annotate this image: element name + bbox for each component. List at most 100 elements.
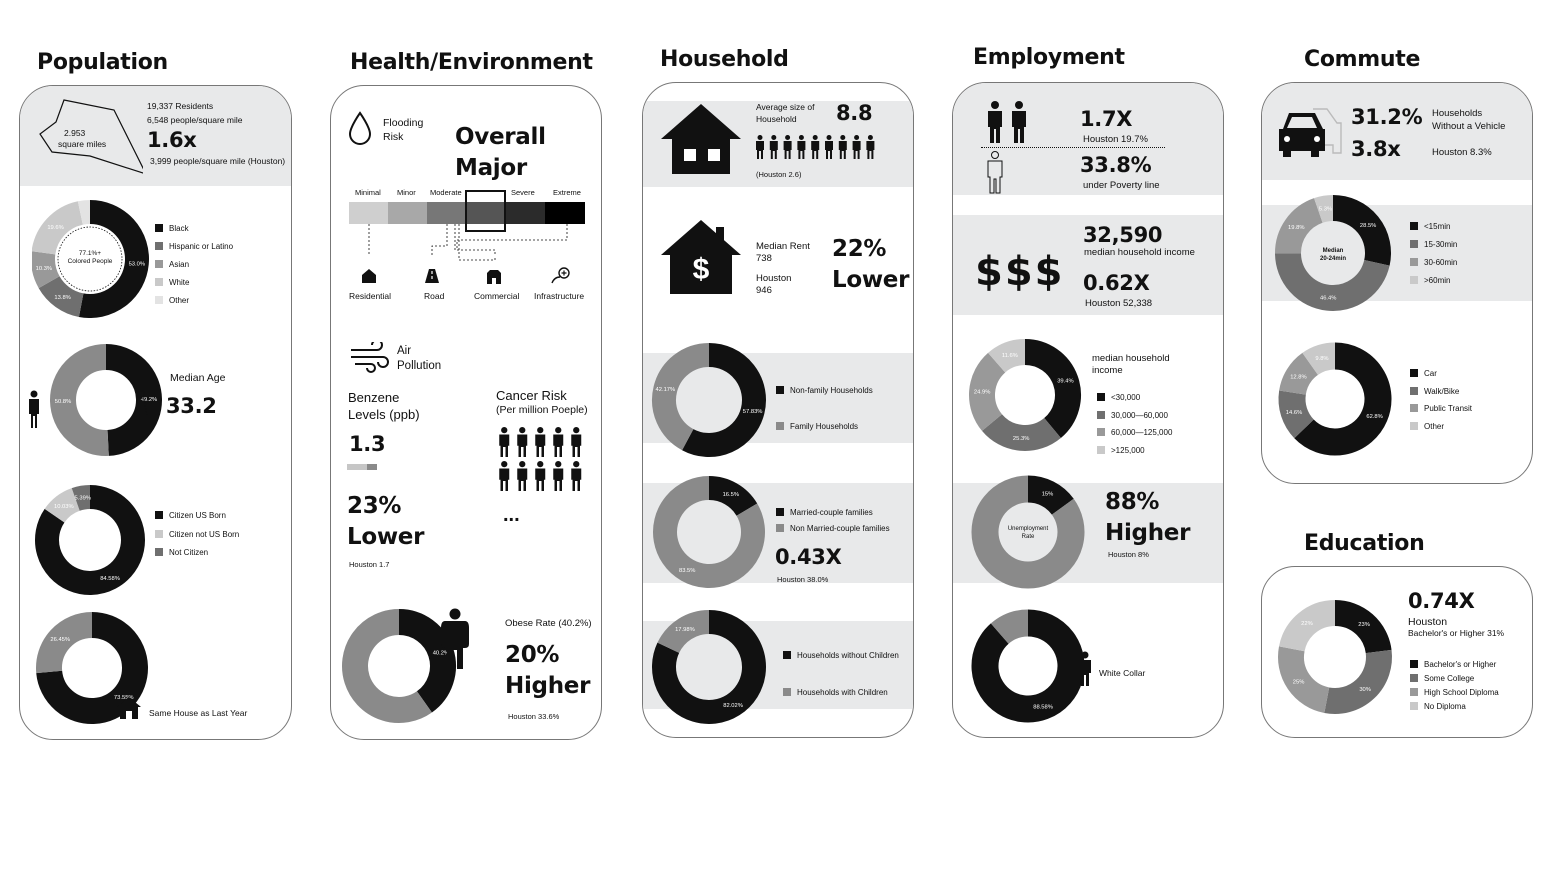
legend-swatch [1410,404,1418,412]
white-collar-donut-chart: 88.58% [971,609,1085,723]
avg-size-label-2: Household [756,114,797,124]
water-drop-icon [348,111,372,145]
donut-slice-30-000-60-000 [982,413,1061,451]
donut-data-label: 50.8% [55,399,71,405]
legend-item: <30,000 [1097,389,1172,407]
person-icon [838,135,847,159]
donut-slice-some-college [1324,649,1392,714]
unemployment-houston: Houston 8% [1108,550,1149,559]
donut-data-label: 73.55% [114,695,134,701]
donut-slice--60min [1314,195,1334,223]
donut-slice--15min [1332,195,1391,266]
poverty-ratio-houston: Houston 19.7% [1083,134,1148,145]
donut-slice-female [50,344,109,456]
donut-slice--30-000 [1024,339,1081,438]
legend-label: Households with Children [797,688,888,697]
legend-label: Hispanic or Latino [169,242,234,251]
income-value: 32,590 [1083,223,1163,247]
legend-swatch [1097,410,1105,419]
legend-label: >60min [1424,276,1451,285]
rent-house-icon: $ [661,220,741,294]
donut-data-label: 12.8% [1290,374,1306,380]
legend-label: Walk/Bike [1424,386,1460,396]
legend-label: No Diploma [1424,702,1466,711]
two-people-icon [988,101,1026,143]
married-legend: Married-couple families Non Married-coupl… [776,505,890,537]
race-donut-inner-ring [57,226,123,292]
legend-label: High School Diploma [1424,688,1499,697]
legend-label: Citizen US Born [169,511,226,520]
legend-swatch [155,529,163,538]
infrastructure-icon [551,267,570,284]
legend-swatch [1097,428,1105,436]
donut-data-label: 22% [1301,621,1313,627]
person-icon [866,135,875,159]
legend-swatch [155,278,163,286]
education-card: 23% 30% 25% 22% 0.74X Houston Bachelor's or… [1261,566,1533,738]
legend-label: Not Citizen [169,548,209,557]
education-heading: Education [1304,531,1425,556]
household-people-icons [756,135,875,159]
flood-risk-scale [349,190,585,261]
unemployment-center-label: Unemployment [1007,526,1049,532]
no-vehicle-houston: Houston 8.3% [1432,147,1492,158]
donut-slice-bachelor-s-or-higher [1334,600,1392,654]
donut-data-label: 9.8% [1315,356,1328,362]
race-donut-center-value: 77.1%+ [78,250,102,257]
donut-slice-households-with-children [657,610,710,654]
legend-label: Bachelor's or Higher [1424,660,1497,669]
donut-data-label: 28.5% [1360,223,1376,229]
density-ratio: 1.6x [147,128,197,152]
donut-data-label: 82.02% [723,703,743,709]
donut-slice-public-transit [1279,352,1319,396]
cancer-risk-ellipsis: ... [503,504,520,526]
donut-data-label: 11.6% [1002,353,1018,359]
donut-slice-citizen-not-us-born [44,488,81,524]
legend-label: Citizen not US Born [169,529,240,539]
obese-rate-label: Obese Rate (40.2%) [505,618,592,629]
svg-text:$: $ [693,253,710,286]
legend-label: Public Transit [1424,404,1473,413]
donut-slice-non-married-couple-families [653,476,765,588]
population-density: 6,548 people/square mile [147,115,243,125]
legend-item: Citizen US Born [155,507,239,526]
house-icon [661,104,741,174]
obese-houston: Houston 33.6% [508,712,560,721]
legend-item: >60min [1410,272,1457,290]
donut-data-label: 46.4% [1320,296,1336,302]
commute-mode-donut-chart: 62.8% 14.6% 12.8% 9.8% [1278,342,1392,456]
legend-swatch [1410,688,1418,696]
education-houston-label: Houston [1408,616,1448,628]
person-icon [553,461,564,491]
person-icon-grid [499,427,582,491]
donut-data-label: 19.8% [1288,225,1304,231]
residents-count: 19,337 Residents [147,101,214,111]
rent-percent: 22% [832,236,887,262]
legend-item: No Diploma [1410,700,1499,714]
person-icon [783,135,792,159]
legend-item: Asian [155,256,233,274]
donut-slice-other [1302,342,1336,376]
legend-item: Non Married-couple families [776,521,890,537]
benzene-percent: 23% [347,493,402,519]
income-chart-title: median household [1092,353,1170,364]
legend-item: Households with Children [783,674,899,711]
person-icon [571,461,582,491]
legend-item: Some College [1410,672,1499,686]
race-donut-chart: 53.0% 13.8% 10.3% 19.6% [32,200,149,318]
flood-scale-label: Severe [511,188,535,197]
legend-swatch [155,511,163,519]
legend-item: Households without Children [783,637,899,674]
no-vehicle-label-2: Without a Vehicle [1432,121,1506,132]
race-donut-center-label: Colored People [67,258,113,265]
donut-data-label: 57.83% [743,409,763,415]
income-donut-chart: 39.4% 25.3% 24.9% 11.6% [969,339,1081,451]
commute-card: 31.2% Households Without a Vehicle 3.8x … [1261,82,1533,484]
person-icon [825,135,833,159]
flood-category-road: Road [424,291,445,301]
education-ratio: 0.74X [1408,589,1475,613]
legend-item: Married-couple families [776,505,890,521]
gender-donut-chart: 49.2% 50.8% [50,344,162,456]
person-icon [852,135,861,159]
income-chart-title-2: income [1092,365,1123,376]
